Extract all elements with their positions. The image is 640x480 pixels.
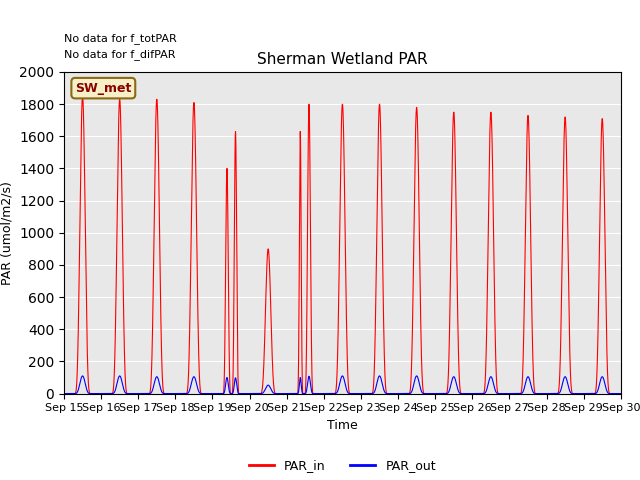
Legend: PAR_in, PAR_out: PAR_in, PAR_out (244, 455, 441, 478)
Title: Sherman Wetland PAR: Sherman Wetland PAR (257, 52, 428, 67)
Y-axis label: PAR (umol/m2/s): PAR (umol/m2/s) (1, 181, 13, 285)
Text: No data for f_difPAR: No data for f_difPAR (64, 49, 175, 60)
Text: SW_met: SW_met (75, 82, 131, 95)
X-axis label: Time: Time (327, 419, 358, 432)
Text: No data for f_totPAR: No data for f_totPAR (64, 34, 177, 44)
